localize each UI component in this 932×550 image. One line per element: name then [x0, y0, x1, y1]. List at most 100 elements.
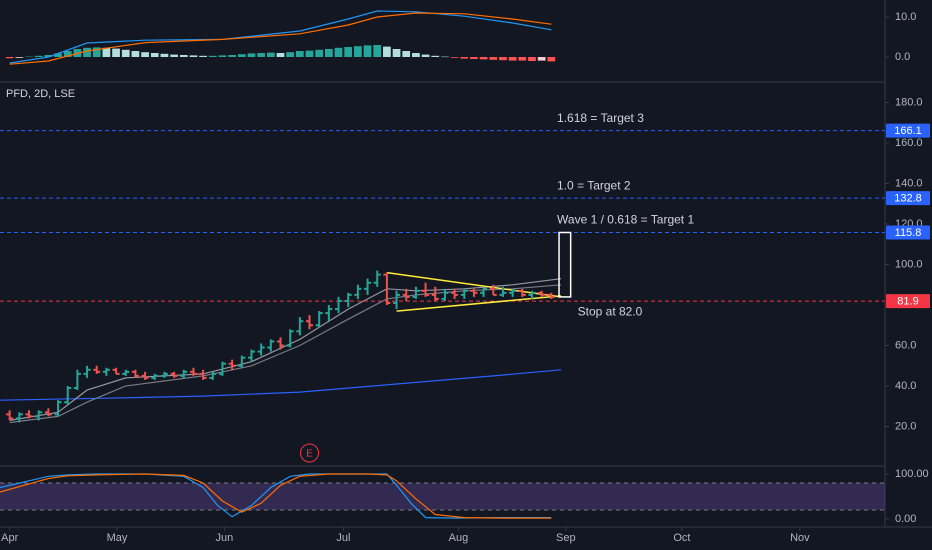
- histogram-bar: [324, 49, 333, 57]
- y-tick-label: 180.0: [895, 96, 923, 108]
- x-tick-label: Oct: [673, 532, 690, 544]
- price-label: 81.9: [897, 296, 918, 308]
- level-annotation: 1.0 = Target 2: [557, 178, 631, 192]
- indicator-line: [0, 369, 562, 401]
- histogram-bar: [141, 52, 149, 57]
- histogram-bar: [344, 47, 353, 57]
- histogram-bar: [528, 57, 536, 61]
- histogram-bar: [383, 46, 391, 57]
- histogram-bar: [470, 57, 478, 59]
- histogram-bar: [237, 54, 246, 57]
- histogram-bar: [354, 46, 362, 57]
- level-annotation: Wave 1 / 0.618 = Target 1: [557, 213, 694, 227]
- indicator-line: [9, 12, 552, 65]
- histogram-bar: [208, 55, 217, 57]
- histogram-bar: [83, 47, 91, 57]
- histogram-bar: [34, 55, 43, 57]
- histogram-bar: [170, 54, 178, 57]
- histogram-bar: [499, 57, 507, 61]
- x-tick-label: Jun: [216, 532, 234, 544]
- band-fill: [0, 483, 885, 510]
- price-label: 132.8: [894, 192, 922, 204]
- indicator-line: [9, 278, 562, 421]
- x-tick-label: Aug: [449, 532, 469, 544]
- histogram-bar: [247, 53, 256, 57]
- x-tick-label: Jul: [336, 532, 350, 544]
- x-tick-label: May: [107, 532, 128, 544]
- histogram-bar: [102, 47, 111, 57]
- y-tick-label: 20.0: [895, 420, 916, 432]
- histogram-bar: [5, 57, 14, 59]
- histogram-bar: [518, 57, 527, 61]
- trendline: [396, 295, 562, 312]
- histogram-bar: [112, 48, 120, 57]
- earnings-marker: [300, 443, 320, 463]
- y-tick-label: 100.0: [895, 258, 923, 270]
- price-label: 166.1: [894, 125, 922, 137]
- indicator-line: [9, 10, 552, 64]
- x-tick-label: Apr: [1, 532, 18, 544]
- histogram-bar: [189, 55, 198, 57]
- y-tick-label: 140.0: [895, 177, 923, 189]
- histogram-bar: [489, 57, 498, 60]
- histogram-bar: [15, 57, 24, 58]
- y-tick-label: 160.0: [895, 137, 923, 149]
- y-tick-label: 0.00: [895, 513, 916, 525]
- histogram-bar: [257, 53, 266, 57]
- histogram-bar: [179, 55, 188, 57]
- histogram-bar: [295, 51, 304, 57]
- histogram-bar: [25, 56, 33, 58]
- histogram-bar: [92, 47, 101, 57]
- histogram-bar: [121, 49, 130, 57]
- histogram-bar: [508, 57, 517, 61]
- price-label-box: [886, 225, 930, 240]
- price-label-box: [886, 294, 930, 309]
- histogram-bar: [218, 55, 227, 57]
- price-label: 115.8: [895, 227, 922, 239]
- histogram-bar: [131, 51, 140, 57]
- histogram-bar: [63, 51, 72, 57]
- x-tick-label: Nov: [790, 532, 810, 544]
- histogram-bar: [150, 53, 159, 57]
- histogram-bar: [266, 52, 275, 57]
- price-label-box: [886, 123, 930, 138]
- histogram-bar: [392, 49, 401, 57]
- histogram-bar: [44, 55, 53, 57]
- histogram-bar: [547, 57, 556, 62]
- histogram-bar: [431, 55, 440, 57]
- histogram-bar: [228, 55, 236, 57]
- histogram-bar: [286, 52, 295, 57]
- price-label-box: [886, 191, 930, 206]
- histogram-bar: [537, 57, 546, 61]
- histogram-bar: [450, 57, 459, 58]
- histogram-bar: [334, 47, 343, 57]
- level-annotation: 1.618 = Target 3: [557, 111, 644, 125]
- histogram-bar: [421, 54, 430, 57]
- histogram-bar: [160, 53, 169, 57]
- y-tick-label: 10.0: [895, 11, 916, 23]
- histogram-bar: [412, 53, 420, 57]
- projection-box: [558, 231, 572, 298]
- histogram-bar: [199, 55, 207, 57]
- symbol-title: PFD, 2D, LSE: [6, 88, 75, 100]
- x-tick-label: Sep: [556, 532, 576, 544]
- histogram-bar: [305, 50, 314, 57]
- y-tick-label: 100.00: [895, 468, 929, 480]
- y-tick-label: 60.0: [895, 339, 916, 351]
- histogram-bar: [441, 56, 449, 58]
- indicator-line: [0, 473, 552, 519]
- level-annotation: Stop at 82.0: [578, 304, 643, 318]
- y-tick-label: 40.0: [895, 380, 916, 392]
- histogram-bar: [402, 51, 411, 57]
- histogram-bar: [373, 45, 382, 57]
- indicator-line: [0, 473, 552, 519]
- histogram-bar: [479, 57, 488, 60]
- histogram-bar: [363, 45, 372, 57]
- histogram-bar: [54, 53, 62, 57]
- histogram-bar: [276, 53, 285, 57]
- histogram-bar: [315, 49, 324, 57]
- histogram-bar: [460, 57, 469, 59]
- earnings-label: E: [306, 449, 313, 460]
